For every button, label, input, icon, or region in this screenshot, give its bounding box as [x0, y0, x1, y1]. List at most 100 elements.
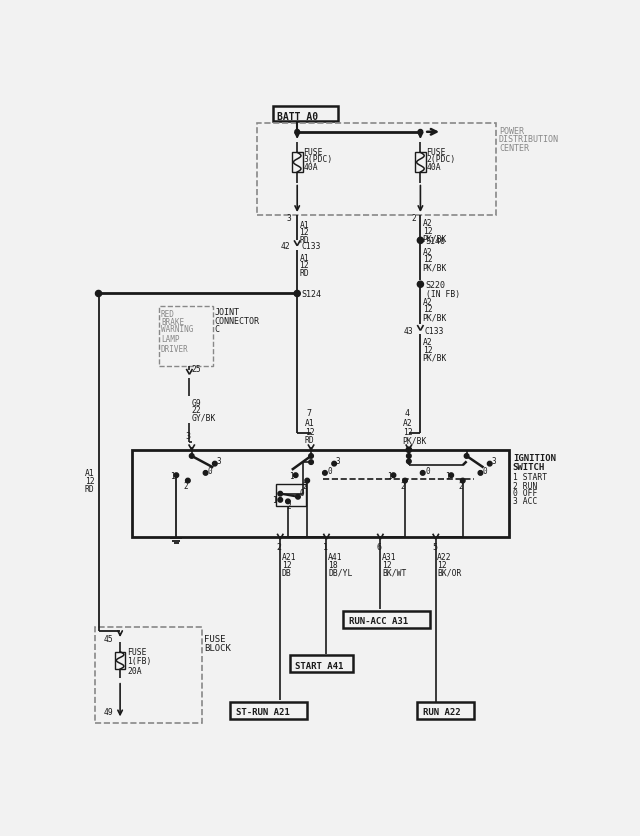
Text: 1(FB): 1(FB)	[127, 656, 152, 665]
Text: 12: 12	[305, 427, 315, 436]
Text: 3: 3	[186, 432, 191, 441]
Text: SWITCH: SWITCH	[513, 462, 545, 472]
Text: A21: A21	[282, 553, 296, 562]
Text: C: C	[214, 325, 219, 334]
Circle shape	[189, 454, 194, 459]
Text: 12: 12	[382, 560, 392, 569]
Bar	[132, 451, 509, 538]
Text: RD: RD	[305, 436, 315, 445]
Circle shape	[285, 499, 291, 504]
Text: S146: S146	[426, 237, 446, 246]
Text: 43: 43	[403, 327, 413, 335]
Text: 12: 12	[422, 346, 433, 354]
Text: BRAKE: BRAKE	[161, 318, 184, 326]
Text: 22: 22	[192, 405, 202, 415]
Text: BLOCK: BLOCK	[204, 644, 231, 652]
Circle shape	[278, 498, 283, 502]
Text: PK/BK: PK/BK	[422, 234, 447, 243]
Bar	[289, 655, 353, 672]
Text: RUN A22: RUN A22	[422, 707, 460, 716]
Text: 3: 3	[287, 213, 291, 222]
Text: RD: RD	[84, 484, 95, 493]
Text: JOINT: JOINT	[214, 308, 239, 317]
Text: 12: 12	[300, 261, 309, 270]
Text: S124: S124	[301, 289, 321, 298]
Circle shape	[308, 461, 314, 465]
Text: START A41: START A41	[295, 661, 343, 670]
Text: C133: C133	[424, 327, 444, 335]
Circle shape	[406, 454, 411, 459]
Bar	[159, 307, 212, 366]
Text: 12: 12	[282, 560, 292, 569]
Circle shape	[174, 473, 179, 478]
Circle shape	[332, 461, 337, 466]
Text: 40A: 40A	[303, 163, 318, 171]
Bar	[273, 106, 338, 122]
Text: S220: S220	[426, 280, 446, 289]
Text: 45: 45	[103, 635, 113, 643]
Circle shape	[417, 282, 424, 288]
Text: DISTRIBUTION: DISTRIBUTION	[499, 135, 559, 144]
Text: 1: 1	[272, 496, 276, 505]
Text: A2: A2	[422, 247, 433, 257]
Circle shape	[186, 479, 190, 483]
Text: 12: 12	[403, 427, 412, 436]
Circle shape	[305, 479, 310, 483]
Circle shape	[406, 447, 412, 453]
Text: 12: 12	[300, 228, 309, 237]
Text: 2: 2	[287, 502, 291, 511]
Text: 1: 1	[445, 472, 450, 480]
Text: FUSE: FUSE	[204, 635, 225, 643]
Circle shape	[296, 495, 300, 499]
Text: RD: RD	[300, 269, 309, 278]
Text: DB/YL: DB/YL	[328, 568, 353, 577]
Text: 6: 6	[376, 542, 381, 551]
Text: 18: 18	[328, 560, 338, 569]
Text: RED: RED	[161, 309, 175, 319]
Text: 12: 12	[84, 477, 95, 486]
Text: 0 OFF: 0 OFF	[513, 489, 537, 497]
Text: BK/OR: BK/OR	[437, 568, 461, 577]
Circle shape	[406, 460, 411, 464]
Text: 0: 0	[300, 489, 304, 497]
Text: 1 START: 1 START	[513, 472, 547, 482]
Circle shape	[308, 454, 314, 459]
Text: 2: 2	[276, 542, 282, 551]
Text: 0: 0	[327, 466, 332, 476]
Text: 20A: 20A	[127, 665, 141, 675]
Text: LAMP: LAMP	[161, 335, 179, 344]
Text: A1: A1	[300, 221, 309, 229]
Circle shape	[391, 473, 396, 478]
Text: 49: 49	[103, 707, 113, 716]
Bar	[276, 485, 306, 507]
Text: 2: 2	[411, 213, 416, 222]
Text: 2(PDC): 2(PDC)	[427, 155, 456, 164]
Text: 1: 1	[387, 472, 392, 480]
Text: A31: A31	[382, 553, 397, 562]
Text: 25: 25	[191, 364, 201, 373]
Text: ST-RUN A21: ST-RUN A21	[236, 707, 289, 716]
Text: 1: 1	[289, 472, 294, 480]
Bar	[257, 124, 496, 216]
Bar	[344, 611, 429, 628]
Circle shape	[204, 471, 208, 476]
Circle shape	[323, 471, 327, 476]
Text: 4: 4	[404, 409, 409, 418]
Text: 3 ACC: 3 ACC	[513, 497, 537, 506]
Text: A2: A2	[422, 219, 433, 228]
Text: DRIVER: DRIVER	[161, 344, 189, 354]
Text: 12: 12	[422, 227, 433, 236]
Text: 0: 0	[483, 466, 488, 476]
Text: FUSE: FUSE	[303, 147, 323, 156]
Bar	[230, 701, 307, 719]
Text: 12: 12	[422, 255, 433, 264]
Circle shape	[294, 291, 300, 298]
Text: A1: A1	[300, 253, 309, 263]
Text: PK/BK: PK/BK	[422, 263, 447, 272]
Text: FUSE: FUSE	[127, 647, 147, 656]
Text: 2: 2	[401, 482, 405, 490]
Circle shape	[212, 461, 217, 466]
Text: 3: 3	[336, 456, 340, 466]
Text: CENTER: CENTER	[499, 144, 529, 152]
Circle shape	[417, 238, 424, 244]
